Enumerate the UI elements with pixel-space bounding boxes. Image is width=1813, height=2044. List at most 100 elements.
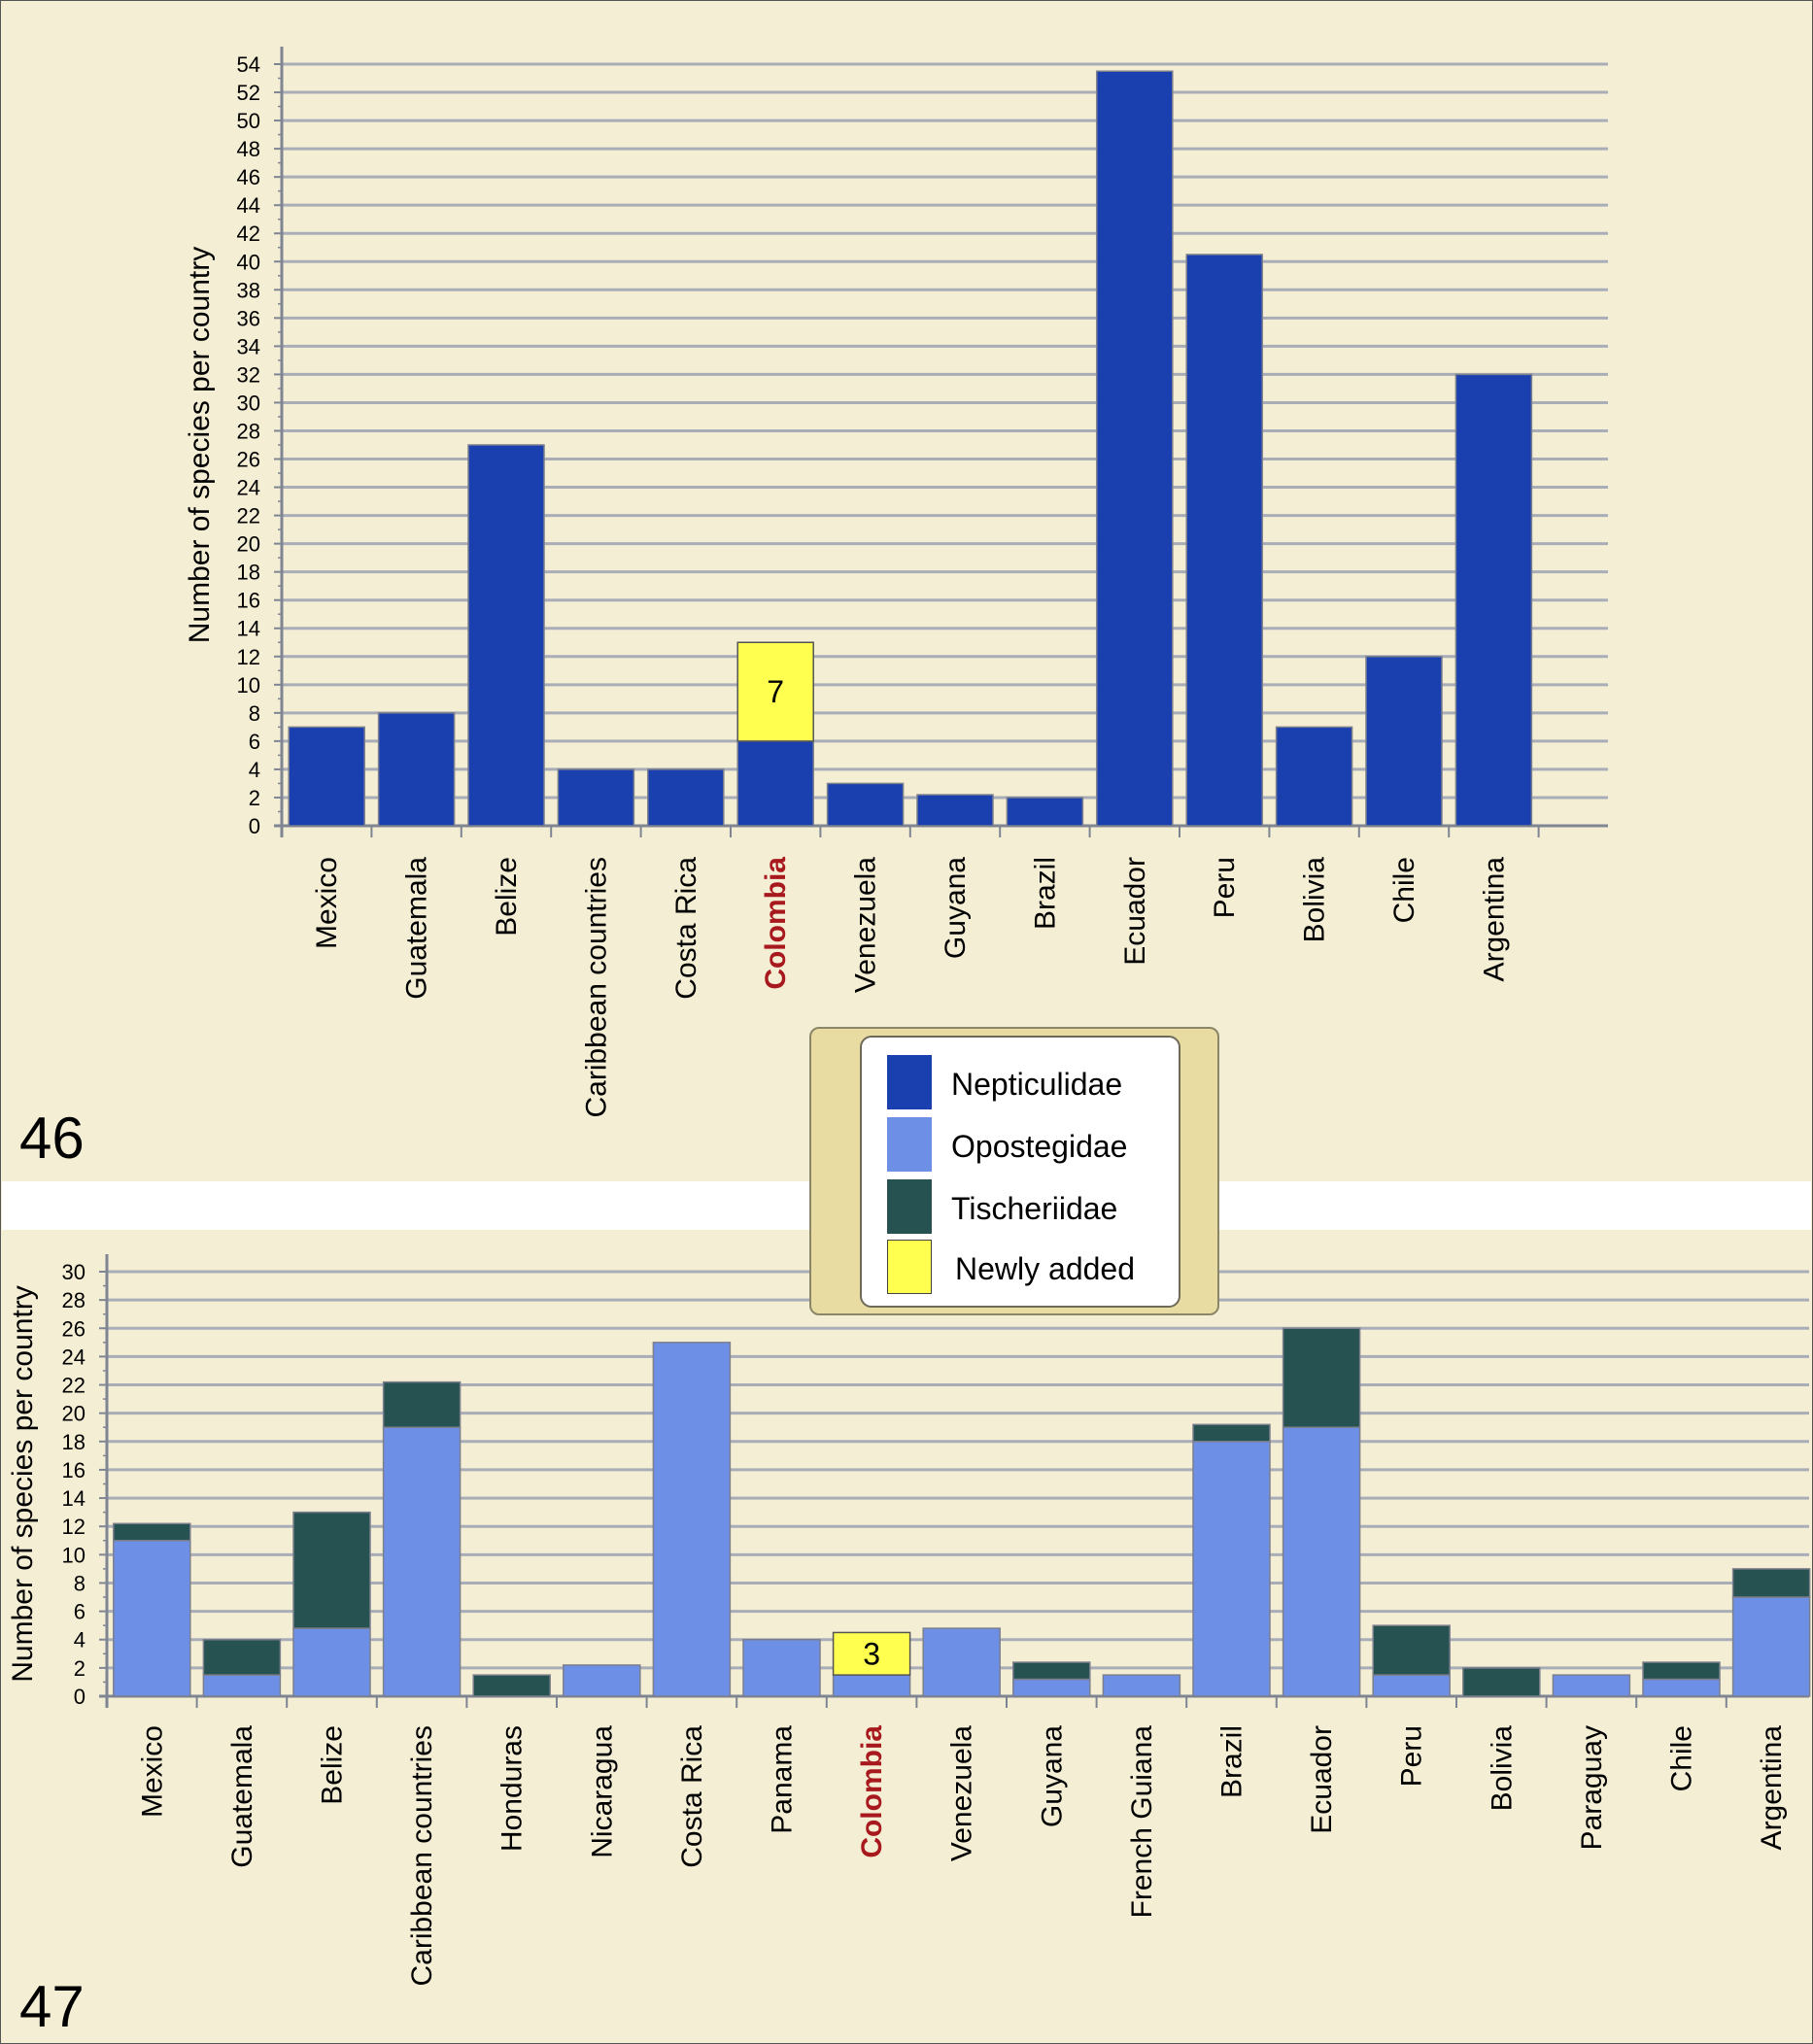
x-tick-label-mexico: Mexico xyxy=(136,1725,168,1818)
data-label-colombia: 3 xyxy=(863,1636,880,1671)
data-label-colombia: 7 xyxy=(767,674,784,709)
bar-panama-opostegidae xyxy=(742,1638,821,1697)
y-tick-label: 10 xyxy=(237,673,260,698)
bar-ecuador-nepticulidae xyxy=(1096,70,1174,827)
x-tick-label-guyana: Guyana xyxy=(1036,1725,1068,1827)
y-tick-label: 10 xyxy=(62,1543,86,1567)
bar-argentina-nepticulidae xyxy=(1454,373,1533,827)
x-tick-label-belize: Belize xyxy=(491,857,523,937)
bar-colombia-newly-added xyxy=(736,641,814,742)
bar-brazil-tischeriidae xyxy=(1192,1423,1271,1443)
y-tick-label: 0 xyxy=(74,1685,86,1709)
bar-french-guiana-opostegidae xyxy=(1102,1674,1181,1697)
y-tick-label: 2 xyxy=(249,786,260,810)
legend-swatch-newly-added xyxy=(887,1240,932,1294)
legend-swatch-opostegidae xyxy=(887,1117,932,1172)
legend-swatch-nepticulidae xyxy=(887,1055,932,1109)
legend-swatch-tischeriidae xyxy=(887,1179,932,1234)
y-tick-label: 24 xyxy=(237,476,260,500)
y-tick-label: 18 xyxy=(237,561,260,585)
x-tick-label-honduras: Honduras xyxy=(496,1725,529,1852)
y-tick-label: 16 xyxy=(62,1458,86,1482)
y-tick-label: 42 xyxy=(237,221,260,246)
legend-item-tischeriidae: Tischeriidae xyxy=(887,1179,1169,1234)
y-tick-label: 4 xyxy=(74,1628,86,1652)
x-tick-label-colombia: Colombia xyxy=(856,1725,888,1858)
x-tick-label-caribbean-countries: Caribbean countries xyxy=(580,857,612,1118)
x-tick-label-venezuela: Venezuela xyxy=(946,1725,978,1861)
bar-belize-nepticulidae xyxy=(467,444,545,827)
x-tick-label-ecuador: Ecuador xyxy=(1306,1725,1338,1834)
y-tick-label: 48 xyxy=(237,137,260,161)
x-tick-label-guatemala: Guatemala xyxy=(226,1725,258,1868)
bar-chile-nepticulidae xyxy=(1365,656,1443,827)
x-tick-label-guatemala: Guatemala xyxy=(401,857,433,1000)
y-tick-label: 0 xyxy=(249,814,260,838)
x-tick-label-mexico: Mexico xyxy=(311,857,343,949)
panel-number-47: 47 xyxy=(19,1974,85,2039)
y-tick-label: 20 xyxy=(62,1402,86,1426)
y-axis-label: Number of species per country xyxy=(7,1285,39,1683)
y-tick-label: 46 xyxy=(237,165,260,189)
bar-venezuela-opostegidae xyxy=(922,1627,1001,1697)
x-tick-label-ecuador: Ecuador xyxy=(1119,857,1151,966)
bar-colombia-opostegidae xyxy=(832,1674,911,1697)
y-tick-label: 18 xyxy=(62,1430,86,1454)
legend-item-newly-added: Newly added xyxy=(887,1240,1169,1294)
bar-costa-rica-nepticulidae xyxy=(647,768,725,827)
y-tick-label: 26 xyxy=(62,1316,86,1341)
legend-panel: Nepticulidae Opostegidae Tischeriidae Ne… xyxy=(860,1036,1180,1308)
bar-peru-nepticulidae xyxy=(1185,254,1263,827)
bar-honduras-tischeriidae xyxy=(472,1674,551,1697)
y-tick-label: 40 xyxy=(237,250,260,274)
x-tick-label-bolivia: Bolivia xyxy=(1299,857,1331,943)
bar-brazil-opostegidae xyxy=(1192,1441,1271,1697)
bar-bolivia-nepticulidae xyxy=(1275,726,1353,827)
x-tick-label-french-guiana: French Guiana xyxy=(1126,1725,1158,1919)
x-tick-label-colombia: Colombia xyxy=(760,857,792,990)
bar-chile-opostegidae xyxy=(1642,1678,1721,1697)
bar-paraguay-opostegidae xyxy=(1552,1674,1631,1697)
y-tick-label: 14 xyxy=(237,617,260,641)
bar-costa-rica-opostegidae xyxy=(652,1342,732,1697)
legend: Nepticulidae Opostegidae Tischeriidae Ne… xyxy=(809,1027,1219,1315)
legend-label-opostegidae: Opostegidae xyxy=(951,1129,1128,1164)
chart-46: 0246810121416182022242628303234363840424… xyxy=(184,47,1608,1118)
bar-bolivia-tischeriidae xyxy=(1462,1667,1541,1697)
y-tick-label: 44 xyxy=(237,193,260,218)
y-tick-label: 8 xyxy=(74,1571,86,1595)
bar-belize-opostegidae xyxy=(292,1627,371,1697)
y-tick-label: 6 xyxy=(249,730,260,754)
bar-brazil-nepticulidae xyxy=(1006,797,1084,827)
bar-venezuela-nepticulidae xyxy=(826,782,905,827)
bar-chile-tischeriidae xyxy=(1642,1661,1721,1681)
bar-ecuador-opostegidae xyxy=(1282,1426,1361,1697)
legend-item-opostegidae: Opostegidae xyxy=(887,1117,1169,1172)
x-tick-label-paraguay: Paraguay xyxy=(1576,1725,1608,1850)
y-tick-label: 32 xyxy=(237,362,260,387)
bar-argentina-opostegidae xyxy=(1731,1596,1811,1697)
x-tick-label-belize: Belize xyxy=(317,1725,349,1805)
bar-peru-tischeriidae xyxy=(1372,1624,1451,1676)
y-tick-label: 54 xyxy=(237,52,260,77)
x-tick-label-costa-rica: Costa Rica xyxy=(670,857,702,1000)
bar-mexico-tischeriidae xyxy=(113,1522,191,1542)
bar-ecuador-tischeriidae xyxy=(1282,1327,1361,1428)
x-tick-label-costa-rica: Costa Rica xyxy=(676,1725,708,1868)
x-tick-label-peru: Peru xyxy=(1209,857,1241,918)
y-axis-label: Number of species per country xyxy=(184,247,216,644)
bar-guyana-opostegidae xyxy=(1012,1678,1091,1697)
y-tick-label: 34 xyxy=(237,334,260,358)
bar-caribbean-countries-tischeriidae xyxy=(382,1380,462,1428)
bar-guyana-tischeriidae xyxy=(1012,1661,1091,1681)
y-tick-label: 26 xyxy=(237,448,260,472)
y-tick-label: 2 xyxy=(74,1656,86,1681)
bar-belize-tischeriidae xyxy=(292,1511,371,1629)
y-tick-label: 50 xyxy=(237,109,260,133)
x-tick-label-argentina: Argentina xyxy=(1478,857,1510,982)
y-tick-label: 4 xyxy=(249,758,260,782)
bar-guatemala-tischeriidae xyxy=(202,1638,282,1676)
